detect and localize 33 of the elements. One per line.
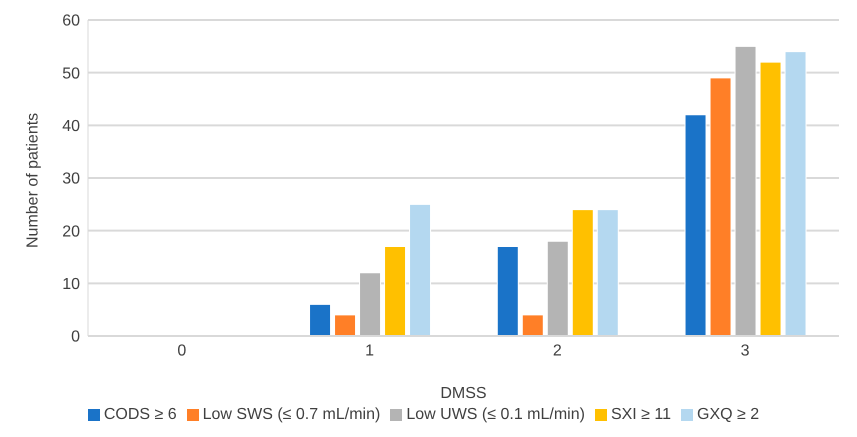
bar — [309, 304, 332, 336]
bar — [710, 77, 732, 336]
x-tick-label: 3 — [740, 342, 750, 360]
bar — [784, 51, 807, 336]
legend-label: GXQ ≥ 2 — [697, 406, 760, 423]
bar — [359, 272, 382, 336]
bar — [546, 240, 569, 336]
bar — [384, 246, 406, 336]
y-tick-label: 20 — [62, 223, 80, 240]
x-axis-title: DMSS — [440, 385, 487, 402]
bar — [760, 62, 782, 336]
bar — [334, 314, 356, 336]
bar — [496, 246, 519, 336]
y-axis-title: Number of patients — [24, 112, 42, 248]
y-tick-label: 30 — [62, 170, 80, 188]
y-tick-label: 40 — [62, 118, 80, 136]
bar — [734, 46, 757, 336]
legend-label: CODS ≥ 6 — [104, 406, 177, 423]
bar — [596, 209, 619, 336]
x-tick-label: 2 — [552, 342, 562, 360]
y-tick-label: 60 — [62, 12, 80, 30]
y-tick-label: 10 — [62, 276, 80, 294]
x-tick-label: 0 — [177, 342, 186, 360]
bar — [522, 314, 544, 336]
legend-label: Low UWS (≤ 0.1 mL/min) — [406, 406, 585, 423]
x-tick-label: 1 — [365, 342, 374, 360]
legend-label: Low SWS (≤ 0.7 mL/min) — [202, 406, 380, 423]
y-tick-label: 0 — [71, 328, 80, 346]
legend-label: SXI ≥ 11 — [610, 406, 672, 423]
y-tick-label: 50 — [62, 65, 80, 82]
bar — [684, 114, 707, 336]
bar — [572, 209, 594, 336]
bar — [409, 204, 432, 336]
